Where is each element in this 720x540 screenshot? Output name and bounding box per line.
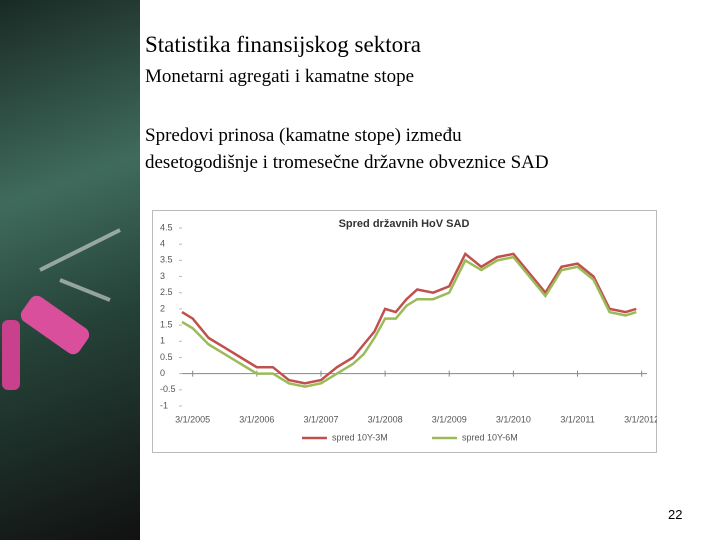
x-tick-label: 3/1/2010: [496, 414, 531, 424]
legend-label: spred 10Y-3M: [332, 432, 388, 442]
y-tick-label: -1: [160, 400, 168, 410]
y-tick-label: -0.5: [160, 384, 176, 394]
y-tick-label: 0: [160, 368, 165, 378]
y-tick-label: 4: [160, 239, 165, 249]
x-tick-label: 3/1/2007: [303, 414, 338, 424]
y-tick-label: 3.5: [160, 255, 173, 265]
y-tick-label: 1.5: [160, 319, 173, 329]
title: Statistika finansijskog sektora: [145, 32, 421, 57]
chart-title: Spred državnih HoV SAD: [339, 218, 470, 230]
y-tick-label: 2.5: [160, 287, 173, 297]
x-tick-label: 3/1/2005: [175, 414, 210, 424]
page-number: 22: [668, 507, 683, 522]
x-tick-label: 3/1/2009: [432, 414, 467, 424]
x-tick-label: 3/1/2011: [560, 414, 594, 424]
body-line: Spredovi prinosa (kamatne stope) između: [145, 125, 462, 146]
chalk: [2, 228, 121, 390]
x-tick-label: 3/1/2006: [239, 414, 274, 424]
series-line: [181, 251, 637, 385]
chart: Spred državnih HoV SAD -1 -0.5 0 0.5 1 1.5 2 2.…: [152, 210, 657, 453]
body-line: desetogodišnje i tromesečne državne obve…: [145, 152, 549, 173]
x-tick-label: 3/1/2012: [624, 414, 657, 424]
y-tick-label: 0.5: [160, 352, 173, 362]
y-tick-label: 2: [160, 303, 165, 313]
chart-frame: [152, 210, 657, 453]
decoration: [0, 0, 140, 540]
y-tick-label: 4.5: [160, 222, 173, 232]
y-tick-label: 3: [160, 271, 165, 281]
y-tick-label: 1: [160, 336, 165, 346]
subtitle: Monetarni agregati i kamatne stope: [145, 66, 415, 87]
x-tick-label: 3/1/2008: [368, 414, 403, 424]
legend-label: spred 10Y-6M: [462, 432, 518, 442]
series-line: [181, 255, 637, 388]
